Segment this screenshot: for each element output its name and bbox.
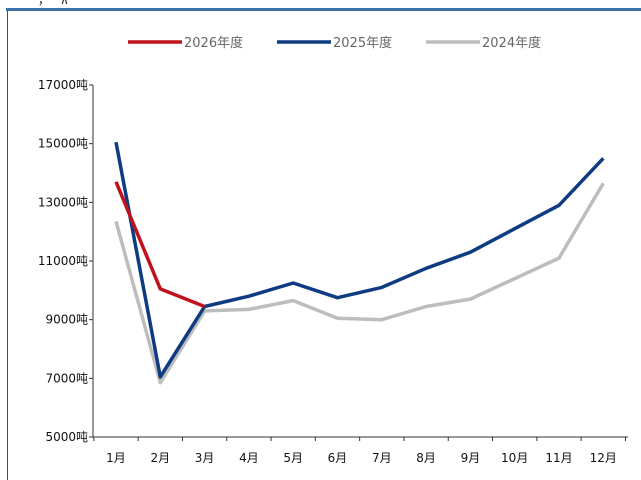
x-tick-label: 6月 <box>328 451 348 465</box>
legend-label: 2025年度 <box>333 35 392 51</box>
series-line-2024年度 <box>114 182 605 385</box>
y-tick-label: 17000吨 <box>38 78 88 92</box>
x-tick-label: 11月 <box>545 451 572 465</box>
series-line-2025年度 <box>114 141 605 379</box>
y-tick-label: 9000吨 <box>45 313 88 327</box>
x-tick-label: 4月 <box>239 451 259 465</box>
legend-label: 2024年度 <box>482 35 541 51</box>
x-tick-label: 9月 <box>461 451 481 465</box>
x-tick-label: 5月 <box>283 451 303 465</box>
y-tick-label: 11000吨 <box>38 254 88 268</box>
y-tick-label: 15000吨 <box>38 137 88 151</box>
y-tick-label: 13000吨 <box>38 195 88 209</box>
y-tick-label: 7000吨 <box>45 371 88 385</box>
left-border-line <box>7 11 8 480</box>
legend-label: 2026年度 <box>184 35 243 51</box>
x-tick-label: 1月 <box>106 451 126 465</box>
x-tick-label: 3月 <box>195 451 215 465</box>
x-tick-label: 2月 <box>150 451 170 465</box>
y-tick-label: 5000吨 <box>45 430 88 444</box>
x-tick-label: 7月 <box>372 451 392 465</box>
series-line-2026年度 <box>114 181 206 309</box>
x-tick-label: 8月 <box>416 451 436 465</box>
x-tick-label: 10月 <box>501 451 528 465</box>
cropped-header-text: 一 ， ′ ∧ ′ <box>22 0 76 7</box>
x-tick-label: 12月 <box>590 451 617 465</box>
top-accent-bar <box>6 8 641 11</box>
